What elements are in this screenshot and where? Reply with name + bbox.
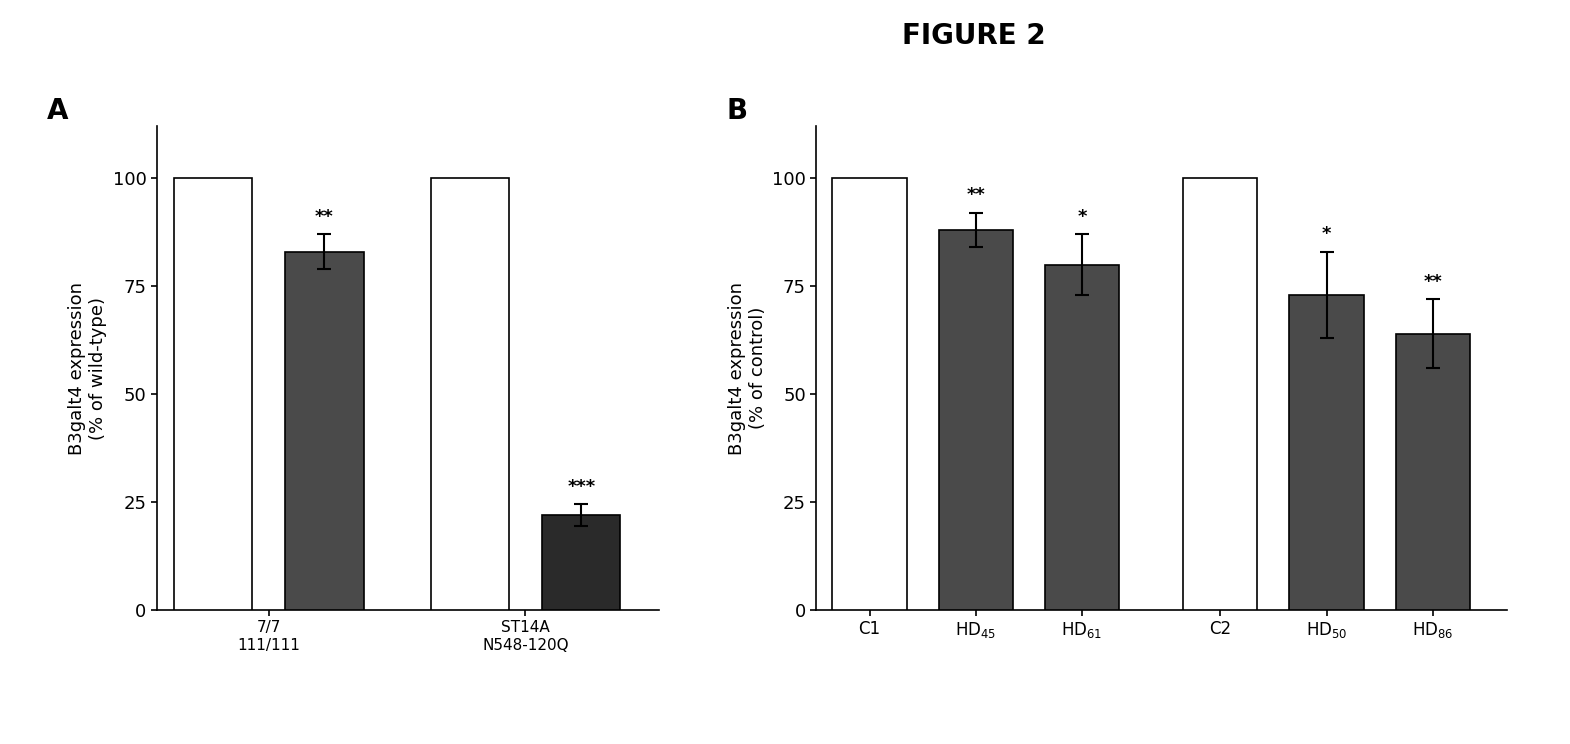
- Bar: [430, 179, 509, 610]
- Bar: [286, 251, 364, 610]
- Text: **: **: [1424, 272, 1443, 291]
- Bar: [939, 230, 1013, 610]
- Text: *: *: [1322, 225, 1331, 243]
- Bar: [1289, 295, 1364, 610]
- Text: **: **: [967, 186, 986, 204]
- Text: *: *: [1077, 208, 1086, 225]
- Bar: [1396, 334, 1470, 610]
- Y-axis label: B3galt4 expression
(% of control): B3galt4 expression (% of control): [728, 282, 766, 455]
- Text: A: A: [47, 97, 68, 126]
- Bar: [832, 179, 907, 610]
- Text: B: B: [727, 97, 747, 126]
- Text: FIGURE 2: FIGURE 2: [901, 22, 1046, 51]
- Bar: [174, 179, 251, 610]
- Bar: [542, 515, 620, 610]
- Bar: [1046, 265, 1119, 610]
- Y-axis label: B3galt4 expression
(% of wild-type): B3galt4 expression (% of wild-type): [69, 282, 107, 455]
- Bar: [1184, 179, 1258, 610]
- Text: **: **: [316, 208, 334, 225]
- Text: ***: ***: [567, 478, 595, 496]
